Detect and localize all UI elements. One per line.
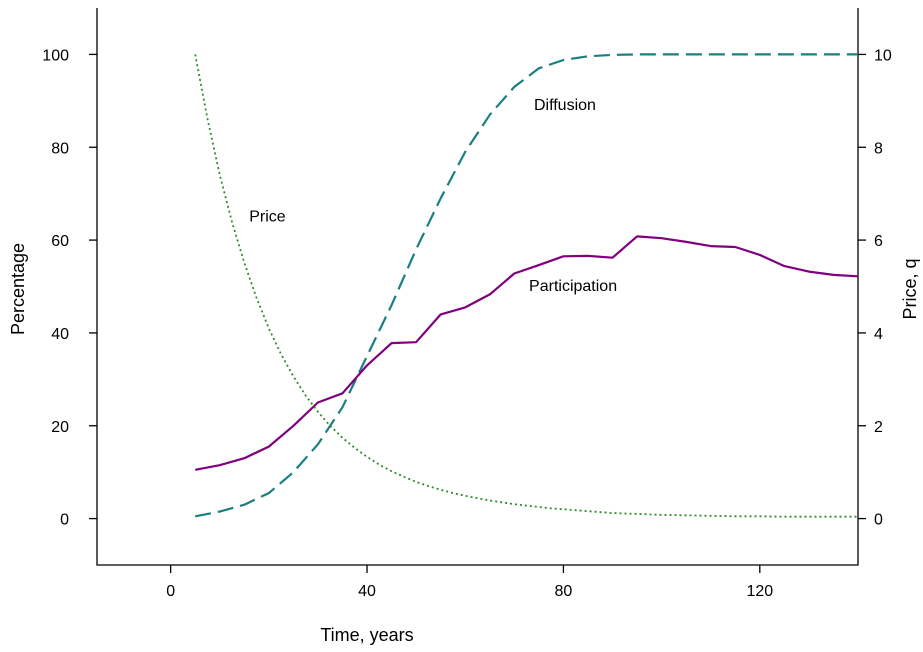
y2-tick-label: 0 <box>874 512 883 529</box>
y2-tick-label: 4 <box>874 326 883 343</box>
y-axis-title: Percentage <box>8 243 28 335</box>
series-line-participation <box>194 235 859 471</box>
x-axis: 0 40 80 120 <box>166 565 773 600</box>
y-tick-label: 20 <box>51 419 69 436</box>
x-axis-title: Time, years <box>320 625 413 645</box>
plot-frame <box>96 8 859 566</box>
y2-tick-label: 10 <box>874 47 892 64</box>
y-tick-label: 80 <box>51 140 69 157</box>
y-tick-label: 40 <box>51 326 69 343</box>
annotation-diffusion: Diffusion <box>534 97 596 114</box>
y2-tick-label: 8 <box>874 140 883 157</box>
y2-axis-title: Price, q <box>900 258 920 319</box>
x-tick-label: 0 <box>166 583 175 600</box>
annotation-participation: Participation <box>529 278 617 295</box>
y-tick-label: 100 <box>42 47 69 64</box>
annotation-price: Price <box>249 209 286 226</box>
axis-frame <box>96 8 859 566</box>
y-axis-left: 0 20 40 60 80 100 <box>42 47 97 529</box>
series-line-price <box>194 54 858 518</box>
y-axis-right: 0 2 4 6 8 10 <box>858 47 892 529</box>
x-tick-label: 120 <box>746 583 773 600</box>
y-tick-label: 60 <box>51 233 69 250</box>
y-tick-label: 0 <box>60 512 69 529</box>
y2-tick-label: 6 <box>874 233 883 250</box>
x-tick-label: 80 <box>555 583 573 600</box>
y2-tick-label: 2 <box>874 419 883 436</box>
series-layer <box>194 53 859 518</box>
series-line-diffusion <box>194 53 858 518</box>
annotations: Diffusion Price Participation <box>249 97 617 295</box>
x-tick-label: 40 <box>358 583 376 600</box>
